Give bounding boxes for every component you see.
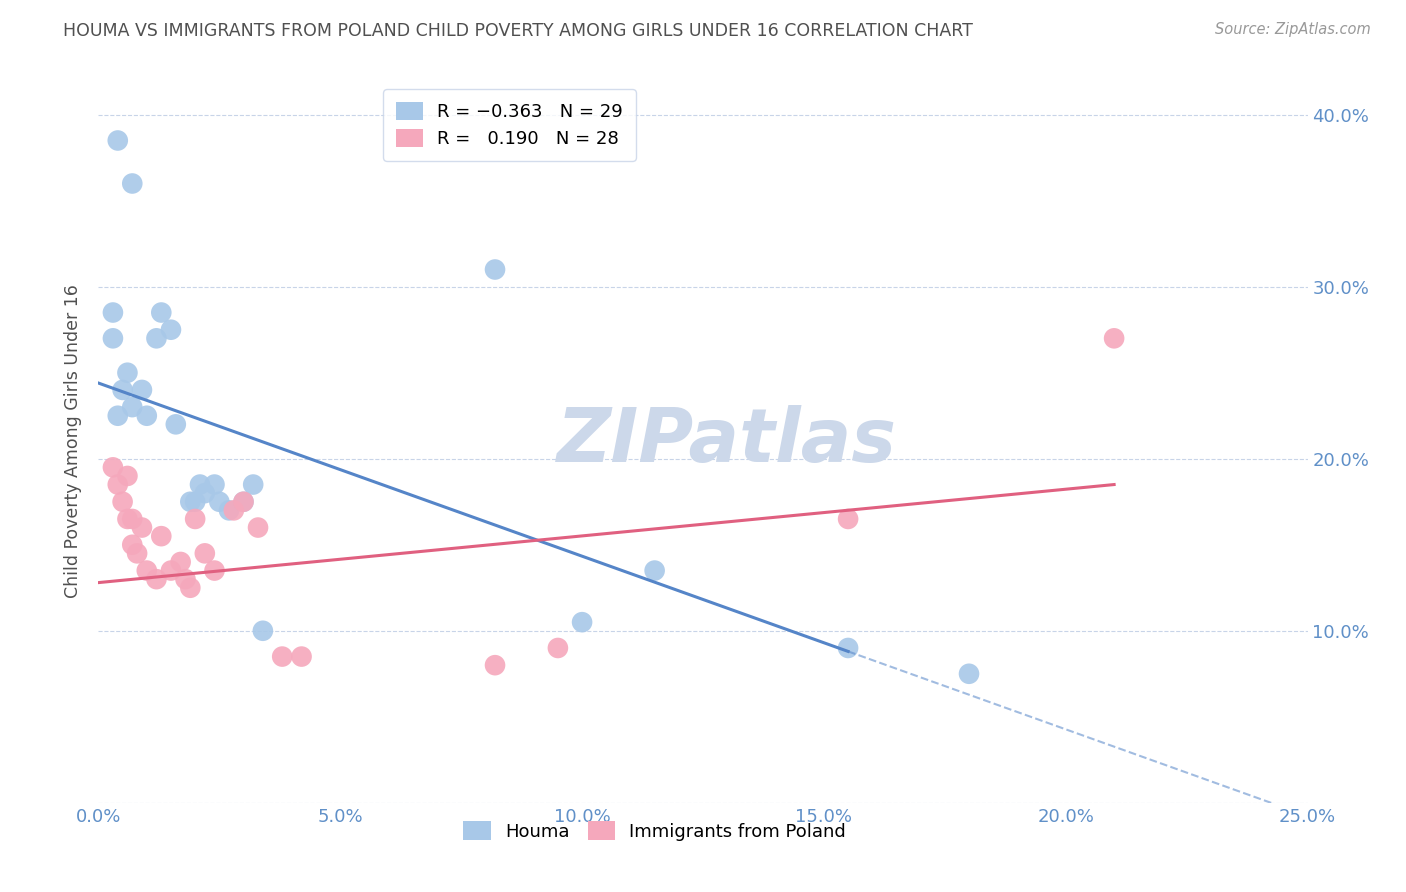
Point [107, 409, 129, 423]
Point [644, 564, 666, 578]
Point [232, 494, 254, 508]
Point [150, 305, 173, 319]
Point [101, 331, 124, 345]
Point [837, 640, 859, 655]
Point [107, 477, 129, 491]
Point [1102, 331, 1125, 345]
Point [127, 546, 149, 560]
Point [174, 572, 197, 586]
Y-axis label: Child Poverty Among Girls Under 16: Child Poverty Among Girls Under 16 [65, 285, 83, 599]
Point [188, 477, 211, 491]
Point [121, 177, 143, 191]
Point [117, 366, 139, 380]
Point [194, 486, 217, 500]
Point [150, 529, 173, 543]
Point [117, 469, 139, 483]
Point [111, 494, 134, 508]
Point [121, 512, 143, 526]
Point [957, 666, 980, 681]
Point [135, 564, 157, 578]
Point [271, 649, 294, 664]
Point [204, 564, 226, 578]
Point [837, 512, 859, 526]
Point [484, 262, 506, 277]
Point [218, 503, 240, 517]
Point [101, 460, 124, 475]
Point [101, 305, 124, 319]
Point [107, 133, 129, 147]
Text: HOUMA VS IMMIGRANTS FROM POLAND CHILD POVERTY AMONG GIRLS UNDER 16 CORRELATION C: HOUMA VS IMMIGRANTS FROM POLAND CHILD PO… [63, 22, 973, 40]
Point [165, 417, 187, 432]
Point [131, 520, 153, 534]
Point [145, 331, 167, 345]
Point [111, 383, 134, 397]
Point [145, 572, 167, 586]
Point [290, 649, 312, 664]
Point [232, 494, 254, 508]
Point [184, 512, 207, 526]
Point [184, 494, 207, 508]
Point [547, 640, 569, 655]
Point [160, 564, 183, 578]
Point [204, 477, 226, 491]
Point [179, 494, 201, 508]
Legend: Houma, Immigrants from Poland: Houma, Immigrants from Poland [456, 814, 853, 848]
Point [484, 658, 506, 673]
Point [121, 400, 143, 414]
Point [121, 538, 143, 552]
Point [242, 477, 264, 491]
Text: Source: ZipAtlas.com: Source: ZipAtlas.com [1215, 22, 1371, 37]
Point [222, 503, 245, 517]
Point [571, 615, 593, 630]
Point [194, 546, 217, 560]
Point [117, 512, 139, 526]
Point [252, 624, 274, 638]
Point [208, 494, 231, 508]
Point [135, 409, 157, 423]
Point [179, 581, 201, 595]
Point [169, 555, 191, 569]
Text: ZIPatlas: ZIPatlas [557, 405, 897, 478]
Point [160, 323, 183, 337]
Point [131, 383, 153, 397]
Point [247, 520, 270, 534]
